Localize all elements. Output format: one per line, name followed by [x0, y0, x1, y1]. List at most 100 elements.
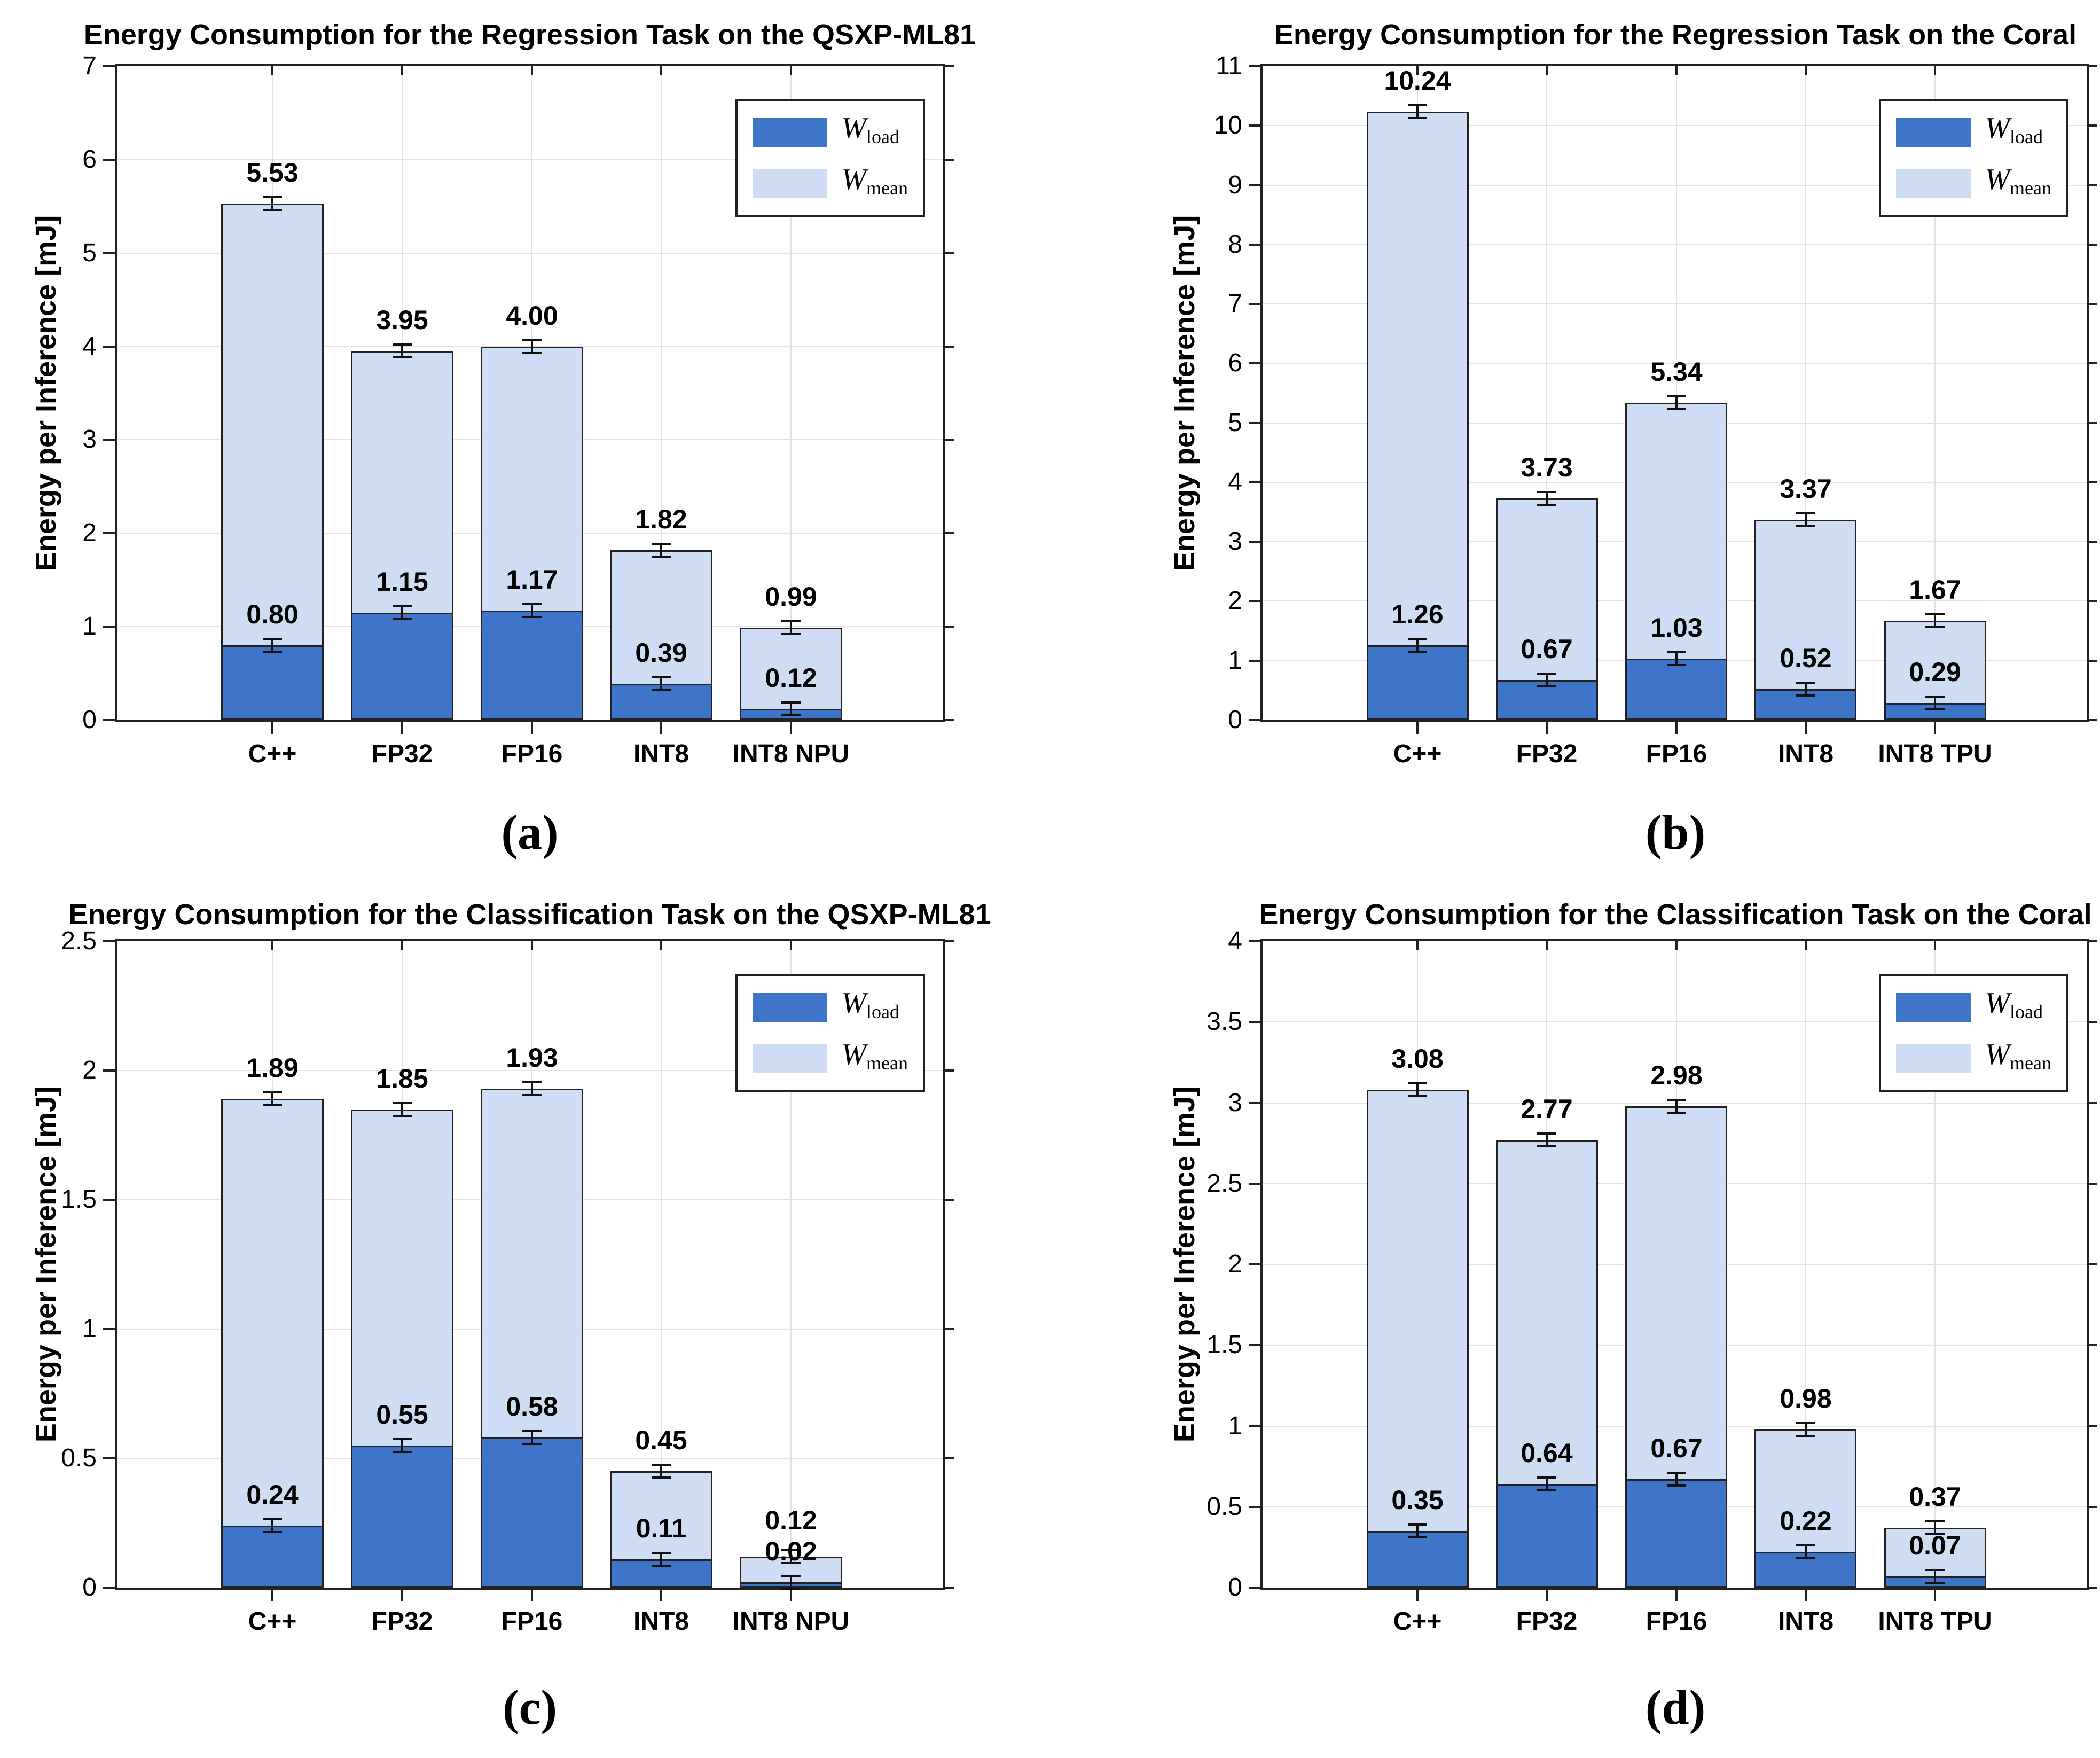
y-tick-mark [103, 439, 115, 441]
x-tick-mark-top [531, 941, 533, 950]
error-bar-load [1925, 1569, 1945, 1584]
y-tick-label: 6 [1228, 349, 1242, 377]
y-tick-mark [1249, 600, 1260, 602]
error-bar-total-whisker [531, 339, 533, 354]
total-value-label: 5.53 [246, 158, 299, 187]
y-tick-label: 0 [1228, 1573, 1242, 1601]
load-value-label: 0.39 [635, 638, 687, 668]
load-value-label: 0.24 [246, 1480, 299, 1510]
y-tick-mark [1249, 541, 1260, 543]
legend-item: Wmean [1896, 163, 2051, 204]
y-tick-mark [1249, 303, 1260, 305]
x-tick-mark [271, 1590, 273, 1601]
x-tick-mark [790, 722, 792, 734]
x-tick-mark [790, 1590, 792, 1601]
y-tick-label: 1 [82, 612, 97, 640]
error-bar-load-whisker [271, 1518, 273, 1533]
error-bar-load [1537, 673, 1556, 687]
bar-segment-load [221, 1526, 324, 1588]
v-gridline [790, 66, 792, 720]
y-tick-mark [1249, 1587, 1260, 1589]
error-bar-total [1796, 512, 1815, 527]
error-bar-total-whisker [1546, 491, 1548, 506]
load-value-label: 0.12 [765, 663, 817, 693]
subfigure-d: Energy Consumption for the Classificatio… [1050, 879, 2100, 1758]
plot-area: 3.08 0.35 2.77 0.64 2.98 0.67 0.98 0.22 0.37 0.07… [1260, 939, 2089, 1590]
error-bar-load-whisker [271, 638, 273, 653]
total-value-label: 3.73 [1521, 452, 1573, 482]
legend-label-symbol: W [841, 163, 867, 196]
h-gridline [1263, 363, 2087, 364]
plot-area: 10.24 1.26 3.73 0.67 5.34 1.03 3.37 0.52 1.67 0.2… [1260, 64, 2089, 722]
error-bar-load [1796, 682, 1815, 697]
total-value-label: 3.08 [1391, 1044, 1444, 1074]
load-value-label: 0.35 [1391, 1485, 1444, 1515]
y-tick-mark-right [2089, 65, 2097, 67]
error-bar-load [781, 1575, 801, 1590]
y-tick-mark [103, 626, 115, 628]
x-tick-mark-top [1546, 66, 1548, 75]
load-value-label: 1.17 [506, 565, 558, 595]
legend-label: Wmean [1985, 1038, 2051, 1079]
x-tick-mark [1934, 1590, 1936, 1601]
subfigure-caption: (b) [1645, 805, 1706, 860]
bar-segment-load [1367, 645, 1469, 720]
error-bar-load [393, 1438, 412, 1453]
y-tick-label: 4 [82, 332, 97, 361]
y-tick-label: 2.5 [61, 927, 97, 955]
error-bar-load-whisker [1934, 1569, 1936, 1584]
legend-swatch-mean [1896, 1044, 1971, 1073]
error-bar-load-whisker [1675, 1472, 1678, 1487]
h-gridline [117, 159, 943, 160]
x-category-label: FP16 [1645, 740, 1707, 768]
y-tick-mark [103, 1069, 115, 1072]
bar-segment-load [481, 1437, 583, 1588]
y-tick-mark-right [2089, 541, 2097, 543]
legend-label-subscript: load [2010, 1001, 2043, 1022]
x-tick-mark [401, 722, 403, 734]
legend-label-subscript: load [866, 126, 900, 147]
y-tick-mark [103, 940, 115, 942]
y-tick-mark-right [945, 626, 954, 628]
x-tick-mark [660, 722, 662, 734]
total-value-label: 4.00 [506, 301, 558, 331]
load-value-label: 0.11 [636, 1513, 687, 1543]
load-value-label: 0.67 [1650, 1433, 1703, 1463]
x-tick-mark-top [790, 66, 792, 75]
y-tick-label: 10 [1213, 111, 1242, 139]
bar-segment-mean [221, 1099, 324, 1527]
y-tick-mark-right [2089, 244, 2097, 246]
y-axis-label: Energy per Inference [mJ] [30, 1086, 62, 1443]
bar-segment-mean [1625, 403, 1727, 661]
subfigure-b: Energy Consumption for the Regression Ta… [1050, 0, 2100, 879]
error-bar-total-whisker [1805, 1422, 1807, 1437]
error-bar-load [263, 638, 282, 653]
load-value-label: 0.02 [765, 1536, 817, 1566]
v-gridline [1934, 941, 1936, 1588]
bar-segment-mean [1754, 520, 1856, 691]
legend-label-symbol: W [841, 987, 867, 1020]
x-category-label: C++ [248, 740, 297, 768]
y-tick-mark [103, 252, 115, 254]
total-value-label: 1.89 [246, 1053, 299, 1083]
y-tick-mark [1249, 719, 1260, 721]
legend-swatch-mean [1896, 169, 1971, 198]
x-category-label: INT8 [1777, 740, 1834, 768]
x-tick-mark-top [401, 66, 403, 75]
y-tick-label: 2.5 [1206, 1169, 1242, 1198]
error-bar-total [781, 1549, 801, 1564]
error-bar-load-whisker [1416, 638, 1419, 653]
x-tick-mark [401, 1590, 403, 1601]
v-gridline [1676, 66, 1677, 720]
legend-swatch-load [1896, 993, 1971, 1022]
legend-label-subscript: load [2010, 126, 2043, 147]
error-bar-total [263, 196, 282, 211]
y-tick-mark [1249, 124, 1260, 127]
h-gridline [1263, 185, 2087, 186]
x-category-label: C++ [248, 1607, 297, 1636]
error-bar-load-whisker [1805, 1544, 1807, 1559]
y-tick-label: 3 [82, 425, 97, 454]
error-bar-total [1667, 395, 1686, 410]
y-tick-mark [1249, 1102, 1260, 1104]
load-value-label: 0.58 [506, 1392, 558, 1421]
